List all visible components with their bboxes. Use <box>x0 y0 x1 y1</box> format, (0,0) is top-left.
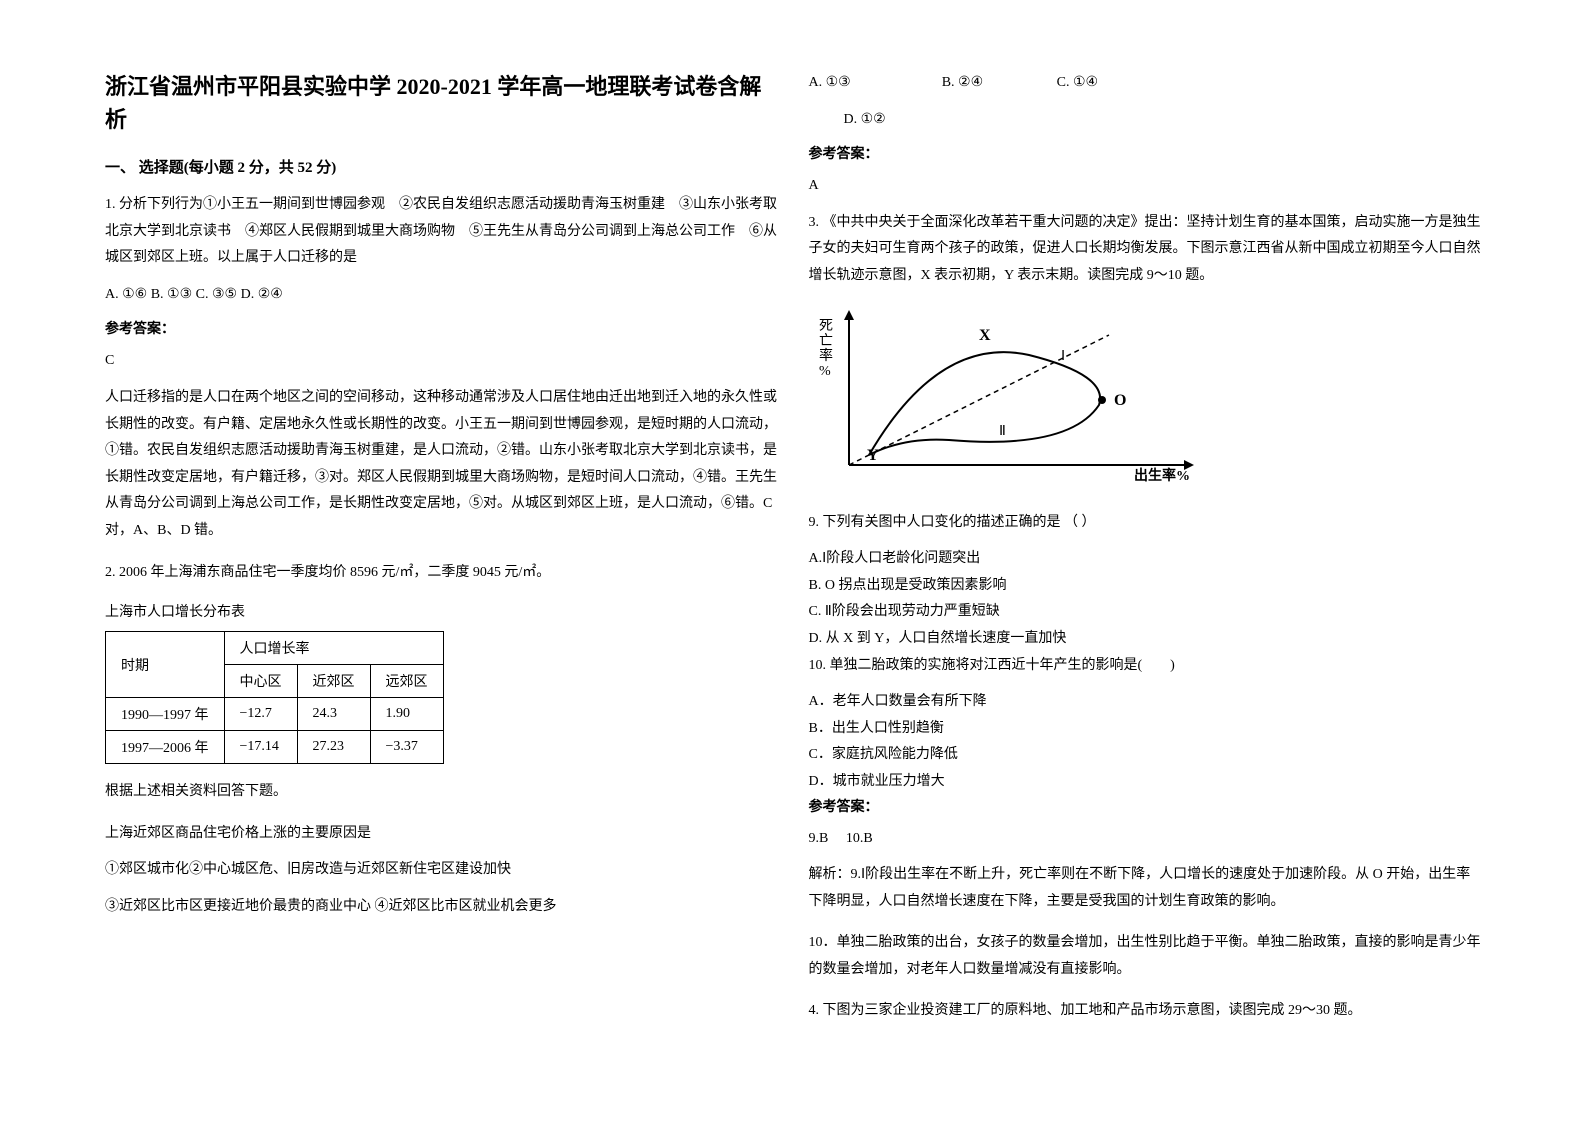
q2-table-title: 上海市人口增长分布表 <box>105 601 779 621</box>
table-cell: −12.7 <box>224 698 297 731</box>
q3-answer: 9.B 10.B <box>809 826 1483 853</box>
q1-text: 1. 分析下列行为①小王五一期间到世博园参观 ②农民自发组织志愿活动援助青海玉树… <box>105 192 779 272</box>
svg-text:亡: 亡 <box>819 333 833 349</box>
population-table: 时期 人口增长率 中心区 近郊区 远郊区 1990—1997 年 −12.7 2… <box>105 631 444 764</box>
chart-label-I: Ⅰ <box>1061 349 1065 364</box>
left-column: 浙江省温州市平阳县实验中学 2020-2021 学年高一地理联考试卷含解析 一、… <box>90 70 794 1052</box>
q2-options-top: A. ①③ B. ②④ C. ①④ <box>809 70 1483 97</box>
q3-intro: 3. 《中共中央关于全面深化改革若干重大问题的决定》提出：坚持计划生育的基本国策… <box>809 210 1483 290</box>
q2-answer-label: 参考答案： <box>809 143 1483 163</box>
table-cell: 1.90 <box>370 698 443 731</box>
q2-sub-opts1: ①郊区城市化②中心城区危、旧房改造与近郊区新住宅区建设加快 <box>105 857 779 884</box>
q10-opt-c: C．家庭抗风险能力降低 <box>809 742 1483 769</box>
q3-explanation2: 10．单独二胎政策的出台，女孩子的数量会增加，出生性别比趋于平衡。单独二胎政策，… <box>809 930 1483 983</box>
q2-options-bottom: D. ①② <box>809 107 1483 134</box>
q2-post-text: 根据上述相关资料回答下题。 <box>105 779 779 806</box>
table-header-center: 中心区 <box>224 665 297 698</box>
table-cell: 1997—2006 年 <box>106 731 225 764</box>
q1-options: A. ①⑥ B. ①③ C. ③⑤ D. ②④ <box>105 282 779 309</box>
table-cell: 27.23 <box>297 731 370 764</box>
table-cell: −17.14 <box>224 731 297 764</box>
q4-text: 4. 下图为三家企业投资建工厂的原料地、加工地和产品市场示意图，读图完成 29～… <box>809 998 1483 1025</box>
table-header-period: 时期 <box>106 632 225 698</box>
q2-answer: A <box>809 173 1483 200</box>
q3-answer-label: 参考答案： <box>809 796 1483 816</box>
population-growth-chart: X Ⅰ O Ⅱ Y 死 亡 率 % 出生率% <box>809 305 1483 495</box>
table-header-far: 远郊区 <box>370 665 443 698</box>
svg-text:%: % <box>819 364 831 379</box>
q10-options: A．老年人口数量会有所下降 B．出生人口性别趋衡 C．家庭抗风险能力降低 D．城… <box>809 689 1483 795</box>
q3-explanation1: 解析：9.Ⅰ阶段出生率在不断上升，死亡率则在不断下降，人口增长的速度处于加速阶段… <box>809 862 1483 915</box>
q2-sub-opts2: ③近郊区比市区更接近地价最贵的商业中心 ④近郊区比市区就业机会更多 <box>105 894 779 921</box>
page-title: 浙江省温州市平阳县实验中学 2020-2021 学年高一地理联考试卷含解析 <box>105 70 779 136</box>
q10-opt-a: A．老年人口数量会有所下降 <box>809 689 1483 716</box>
q9-text: 9. 下列有关图中人口变化的描述正确的是 （ ） <box>809 510 1483 537</box>
q10-opt-b: B．出生人口性别趋衡 <box>809 716 1483 743</box>
table-cell: 1990—1997 年 <box>106 698 225 731</box>
table-row: 1997—2006 年 −17.14 27.23 −3.37 <box>106 731 444 764</box>
q1-answer: C <box>105 348 779 375</box>
chart-label-O: O <box>1114 392 1126 409</box>
table-header-near: 近郊区 <box>297 665 370 698</box>
chart-label-II: Ⅱ <box>999 424 1006 439</box>
q2-text: 2. 2006 年上海浦东商品住宅一季度均价 8596 元/㎡，二季度 9045… <box>105 560 779 587</box>
q9-options: A.Ⅰ阶段人口老龄化问题突出 B. O 拐点出现是受政策因素影响 C. Ⅱ阶段会… <box>809 546 1483 652</box>
chart-label-Y: Y <box>867 447 879 464</box>
q10-opt-d: D．城市就业压力增大 <box>809 769 1483 796</box>
table-cell: −3.37 <box>370 731 443 764</box>
table-cell: 24.3 <box>297 698 370 731</box>
table-header-growth: 人口增长率 <box>224 632 443 665</box>
y-axis-label: 死 <box>819 319 833 334</box>
table-row: 1990—1997 年 −12.7 24.3 1.90 <box>106 698 444 731</box>
q9-opt-b: B. O 拐点出现是受政策因素影响 <box>809 573 1483 600</box>
x-axis-label: 出生率% <box>1134 467 1190 484</box>
right-column: A. ①③ B. ②④ C. ①④ D. ①② 参考答案： A 3. 《中共中央… <box>794 70 1498 1052</box>
chart-label-x: X <box>979 327 991 344</box>
q1-answer-label: 参考答案： <box>105 318 779 338</box>
q9-opt-c: C. Ⅱ阶段会出现劳动力严重短缺 <box>809 599 1483 626</box>
q10-text: 10. 单独二胎政策的实施将对江西近十年产生的影响是( ) <box>809 653 1483 680</box>
section-heading: 一、 选择题(每小题 2 分，共 52 分) <box>105 156 779 177</box>
q2-sub-q: 上海近郊区商品住宅价格上涨的主要原因是 <box>105 821 779 848</box>
q9-opt-d: D. 从 X 到 Y，人口自然增长速度一直加快 <box>809 626 1483 653</box>
svg-text:率: 率 <box>819 347 833 364</box>
q1-explanation: 人口迁移指的是人口在两个地区之间的空间移动，这种移动通常涉及人口居住地由迁出地到… <box>105 385 779 545</box>
q9-opt-a: A.Ⅰ阶段人口老龄化问题突出 <box>809 546 1483 573</box>
